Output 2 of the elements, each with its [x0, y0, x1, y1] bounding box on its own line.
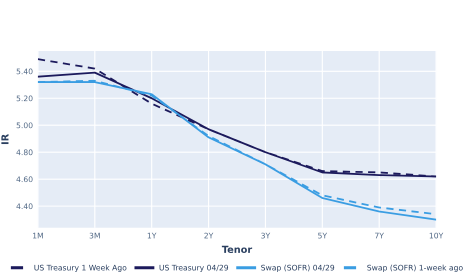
x-axis-title: Tenor	[222, 246, 252, 254]
y-axis-title: IR	[1, 134, 8, 144]
